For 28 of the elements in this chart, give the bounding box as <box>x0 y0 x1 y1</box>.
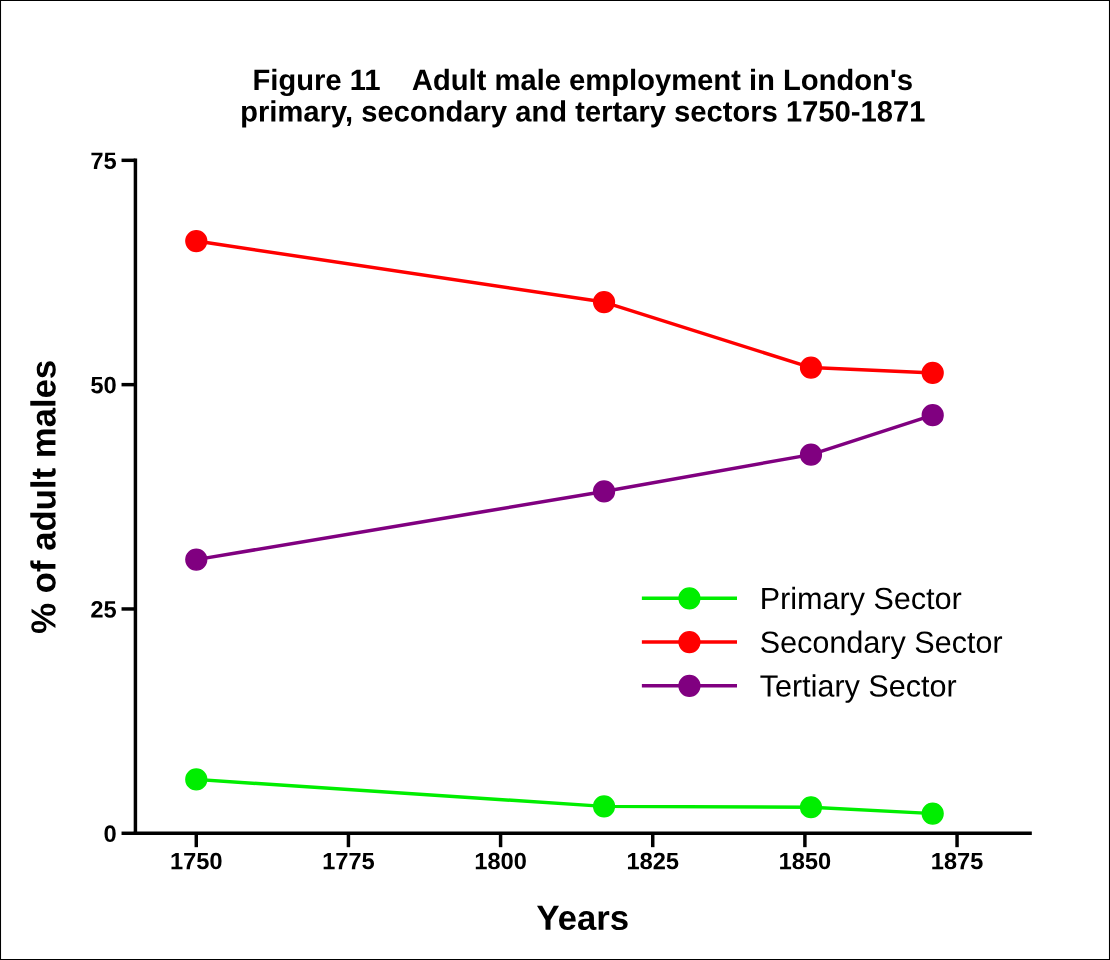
legend-label: Secondary Sector <box>761 630 1003 660</box>
y-axis-title: % of adult males <box>30 361 56 633</box>
x-axis-title: Years <box>537 905 628 931</box>
point <box>799 796 823 819</box>
point <box>592 480 616 503</box>
point <box>592 795 616 818</box>
point <box>799 443 823 466</box>
point <box>799 356 823 379</box>
point <box>185 548 208 571</box>
y-tick-label: 0 <box>104 825 116 843</box>
x-tick-label: 1800 <box>475 852 526 870</box>
y-tick-label: 25 <box>91 601 117 618</box>
x-tick-label: 1750 <box>171 852 222 870</box>
point <box>592 290 616 314</box>
legend-label: Tertiary Sector <box>760 674 957 703</box>
point <box>921 802 944 825</box>
legend-label: Primary Sector <box>762 586 962 616</box>
chart-title: Figure 11 Adult male employment in London's primary, secondary and tertary sectors 1750-1871 <box>242 68 925 128</box>
x-tick-label: 1875 <box>932 852 983 870</box>
y-tick-label: 75 <box>91 152 117 170</box>
point <box>185 768 208 791</box>
point <box>921 361 944 385</box>
x-tick-label: 1825 <box>627 852 679 870</box>
x-tick-label: 1850 <box>780 852 831 870</box>
point <box>921 404 944 427</box>
x-tick-label: 1775 <box>323 852 375 870</box>
y-tick-label: 50 <box>91 376 116 394</box>
point <box>185 229 208 253</box>
